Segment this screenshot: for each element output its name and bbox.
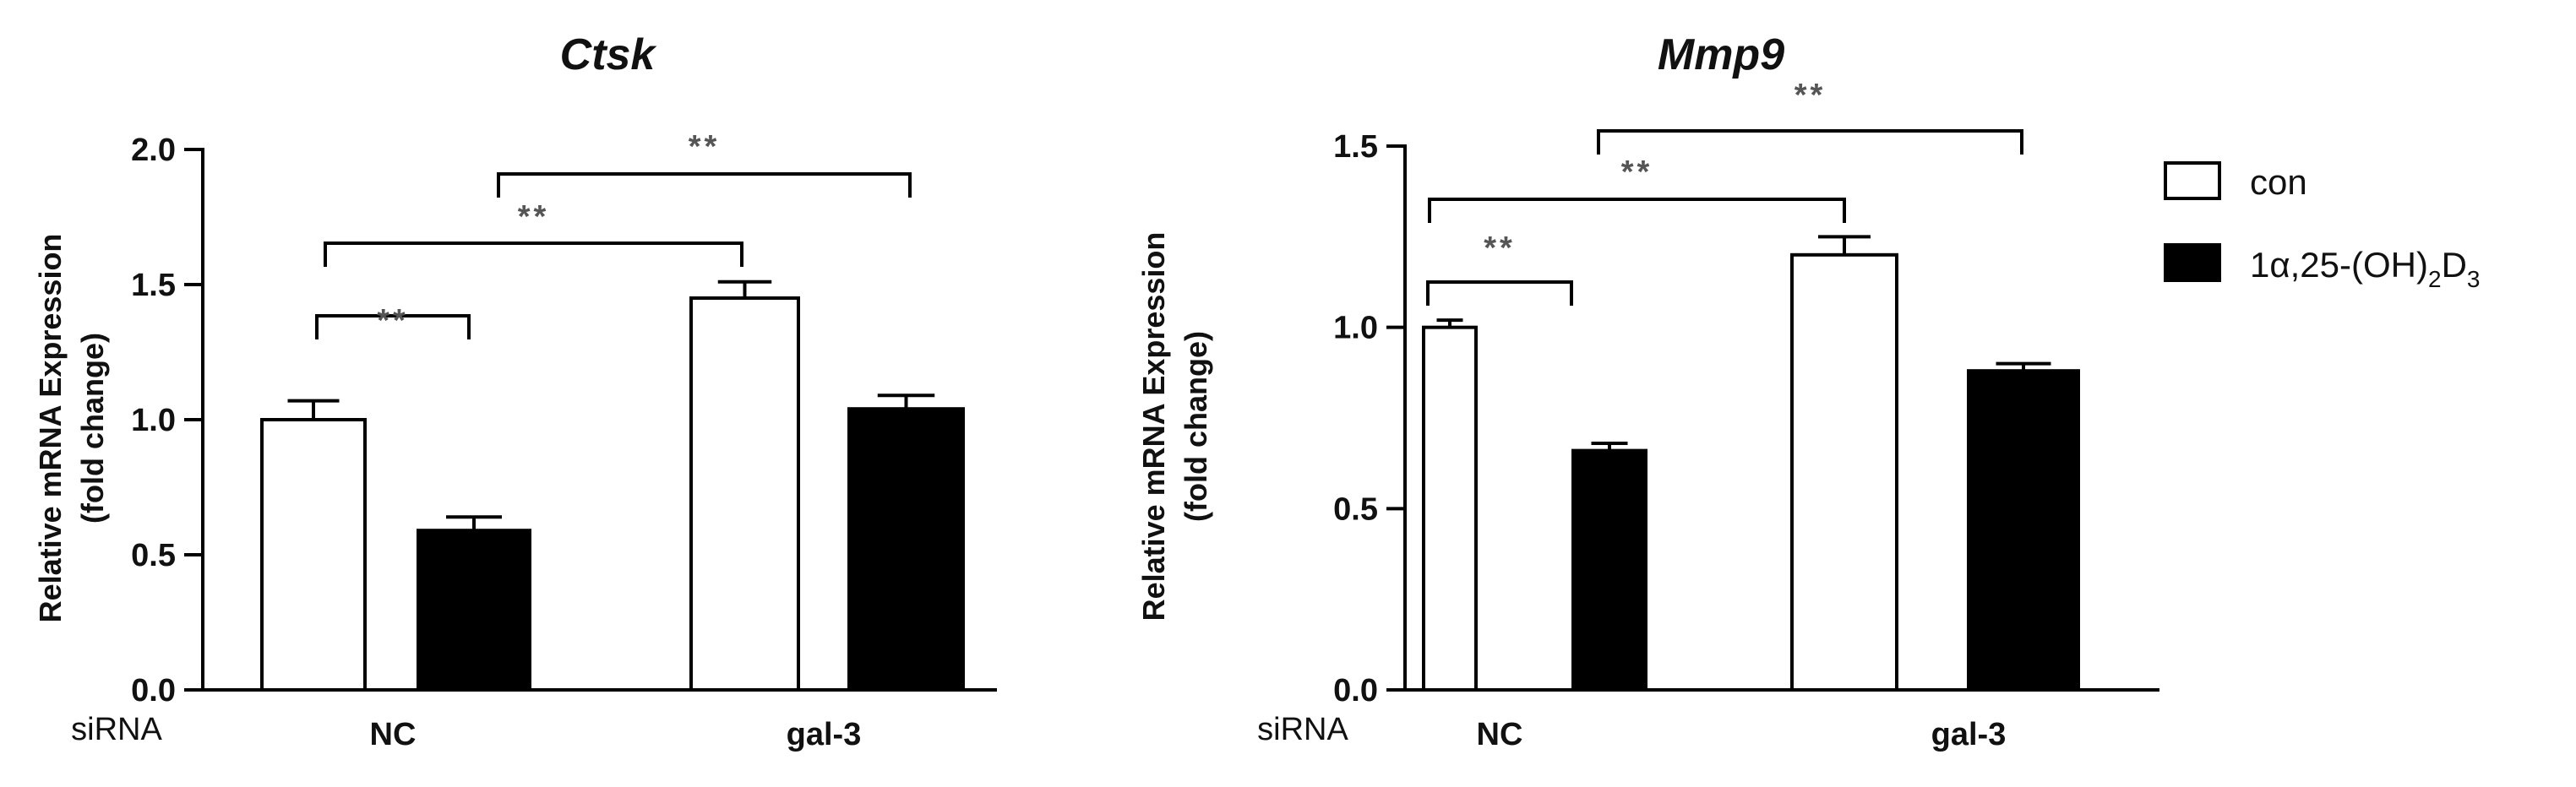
bar-gal-3-treatment: [847, 407, 965, 692]
significance-bracket: [324, 242, 743, 267]
significance-bracket: [1428, 198, 1846, 223]
significance-label: **: [1794, 78, 1827, 113]
chart-title: Ctsk: [560, 30, 658, 79]
y-tick-label: 1.5: [131, 268, 176, 303]
x-axis-prefix: siRNA: [71, 712, 162, 747]
legend-label-con: con: [2250, 162, 2307, 202]
y-tick-label: 0.0: [1333, 673, 1378, 708]
y-axis-label: Relative mRNA Expression: [1136, 232, 1171, 621]
significance-bracket: [315, 314, 471, 339]
bar-nc-con: [1422, 325, 1478, 692]
y-tick-label: 1.0: [1333, 311, 1378, 346]
bar-nc-con: [260, 418, 367, 692]
x-category-label: NC: [1477, 717, 1523, 752]
legend-swatch-treatment: [2164, 243, 2221, 282]
bar-gal-3-treatment: [1967, 369, 2080, 692]
chart-panel-mmp9: Mmp9 Relative mRNA Expression (fold change…: [1136, 30, 2159, 752]
legend-swatch-con: [2164, 161, 2221, 200]
chart-panel-ctsk: Ctsk Relative mRNA Expression (fold change…: [33, 30, 997, 752]
bar-gal-3-con: [689, 296, 800, 692]
x-axis-prefix: siRNA: [1257, 712, 1348, 747]
legend-label-treatment: 1α,25-(OH)2D3: [2250, 245, 2480, 292]
y-tick-label: 0.5: [131, 538, 176, 573]
bar-gal-3-con: [1790, 252, 1898, 692]
y-axis-label: Relative mRNA Expression: [33, 234, 68, 623]
y-axis-label: (fold change): [75, 333, 110, 524]
bar-nc-treatment: [417, 529, 531, 692]
significance-label: **: [518, 199, 550, 235]
significance-label: **: [689, 129, 721, 165]
y-tick-label: 1.5: [1333, 129, 1378, 165]
x-category-label: NC: [370, 717, 417, 752]
y-axis-label: (fold change): [1179, 331, 1213, 522]
y-tick-label: 1.0: [131, 403, 176, 438]
y-tick-label: 0.5: [1333, 491, 1378, 527]
significance-label: **: [1621, 155, 1653, 190]
bar-nc-treatment: [1571, 448, 1647, 692]
x-category-label: gal-3: [787, 717, 862, 752]
y-tick-label: 0.0: [131, 673, 176, 708]
significance-bracket: [1426, 280, 1573, 306]
significance-label: **: [1484, 231, 1516, 266]
legend: con 1α,25-(OH)2D3: [2164, 161, 2480, 292]
chart-title: Mmp9: [1658, 30, 1784, 79]
significance-bracket: [497, 172, 912, 198]
significance-label: **: [377, 303, 409, 339]
significance-bracket: [1597, 129, 2023, 155]
y-tick-label: 2.0: [131, 133, 176, 168]
x-category-label: gal-3: [1931, 717, 2007, 752]
